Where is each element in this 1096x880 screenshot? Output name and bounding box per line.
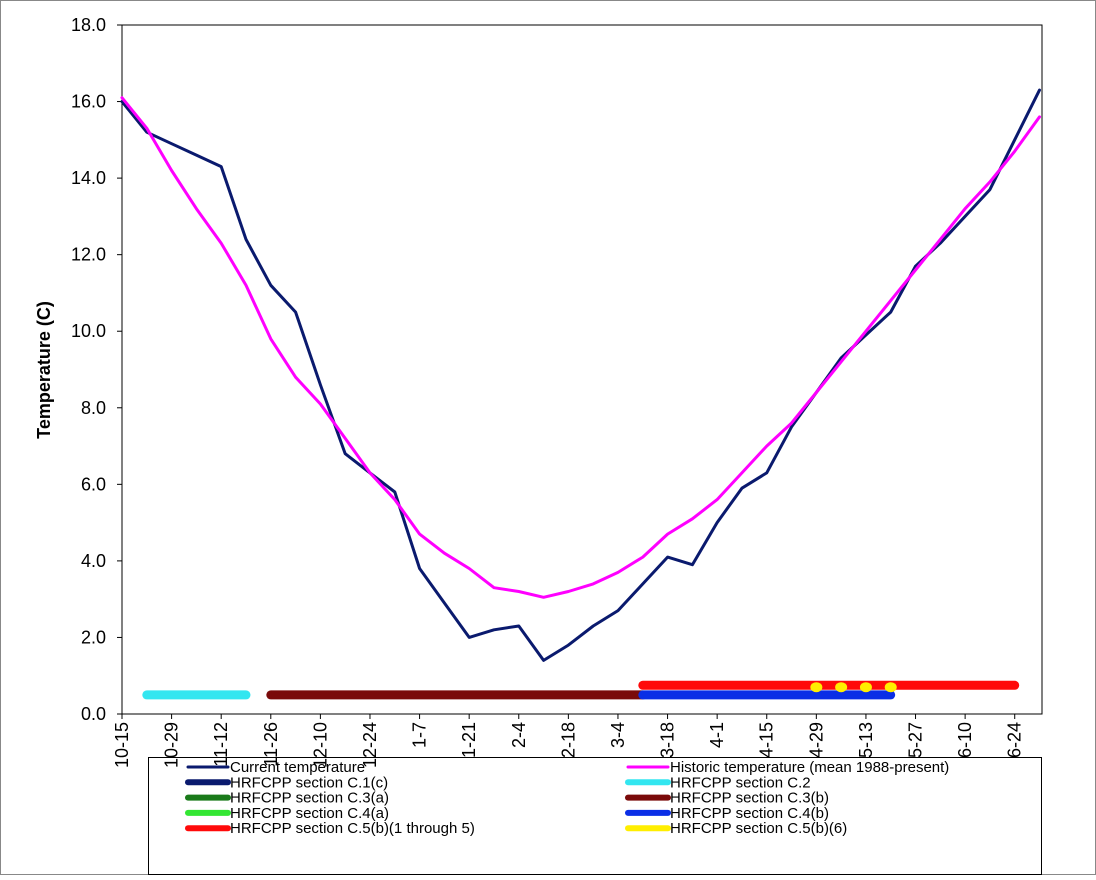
y-tick-label: 0.0 xyxy=(81,704,106,724)
legend-label: HRFCPP section C.5(b)(6) xyxy=(670,820,847,837)
y-tick-label: 16.0 xyxy=(71,92,106,112)
x-tick-label: 2-18 xyxy=(558,722,578,758)
x-tick-label: 11-12 xyxy=(211,722,231,767)
legend-label: HRFCPP section C.3(a) xyxy=(230,790,389,807)
x-tick-label: 1-7 xyxy=(410,722,430,748)
x-tick-label: 4-1 xyxy=(707,722,727,748)
x-tick-label: 12-24 xyxy=(360,722,380,768)
plot-area xyxy=(121,24,1043,715)
x-tick-label: 5-27 xyxy=(906,722,926,758)
legend-label: Current temperature xyxy=(230,759,365,776)
marker xyxy=(810,682,823,693)
x-tick-label: 2-4 xyxy=(509,722,529,748)
y-tick-label: 12.0 xyxy=(71,245,106,265)
legend-label: Historic temperature (mean 1988-present) xyxy=(670,759,949,776)
marker xyxy=(835,682,848,693)
legend-label: HRFCPP section C.4(b) xyxy=(670,805,829,822)
y-tick-label: 6.0 xyxy=(81,474,106,494)
marker xyxy=(859,682,872,693)
legend-label: HRFCPP section C.3(b) xyxy=(670,790,829,807)
series-line xyxy=(120,96,1041,599)
y-tick-label: 10.0 xyxy=(71,321,106,341)
y-tick-label: 4.0 xyxy=(81,551,106,571)
x-tick-label: 4-29 xyxy=(806,722,826,758)
legend xyxy=(148,757,1042,875)
x-tick-label: 1-21 xyxy=(459,722,479,758)
y-tick-label: 14.0 xyxy=(71,168,106,188)
x-tick-label: 10-15 xyxy=(112,722,132,768)
y-tick-label: 18.0 xyxy=(71,15,106,35)
x-tick-label: 4-15 xyxy=(757,722,777,758)
x-tick-label: 12-10 xyxy=(310,722,330,768)
x-tick-label: 3-4 xyxy=(608,722,628,748)
x-tick-label: 10-29 xyxy=(162,722,182,768)
y-tick-label: 8.0 xyxy=(81,398,106,418)
x-tick-label: 5-13 xyxy=(856,722,876,758)
marker xyxy=(884,682,897,693)
legend-label: HRFCPP section C.4(a) xyxy=(230,805,389,822)
y-axis-label: Temperature (C) xyxy=(34,301,54,439)
x-tick-label: 11-26 xyxy=(261,722,281,767)
legend-label: HRFCPP section C.2 xyxy=(670,774,811,791)
legend-label: HRFCPP section C.1(c) xyxy=(230,774,388,791)
legend-label: HRFCPP section C.5(b)(1 through 5) xyxy=(230,820,475,837)
y-tick-label: 2.0 xyxy=(81,627,106,647)
x-tick-label: 3-18 xyxy=(658,722,678,758)
series-line xyxy=(120,88,1041,662)
x-tick-label: 6-10 xyxy=(955,722,975,758)
x-tick-label: 6-24 xyxy=(1005,722,1025,758)
